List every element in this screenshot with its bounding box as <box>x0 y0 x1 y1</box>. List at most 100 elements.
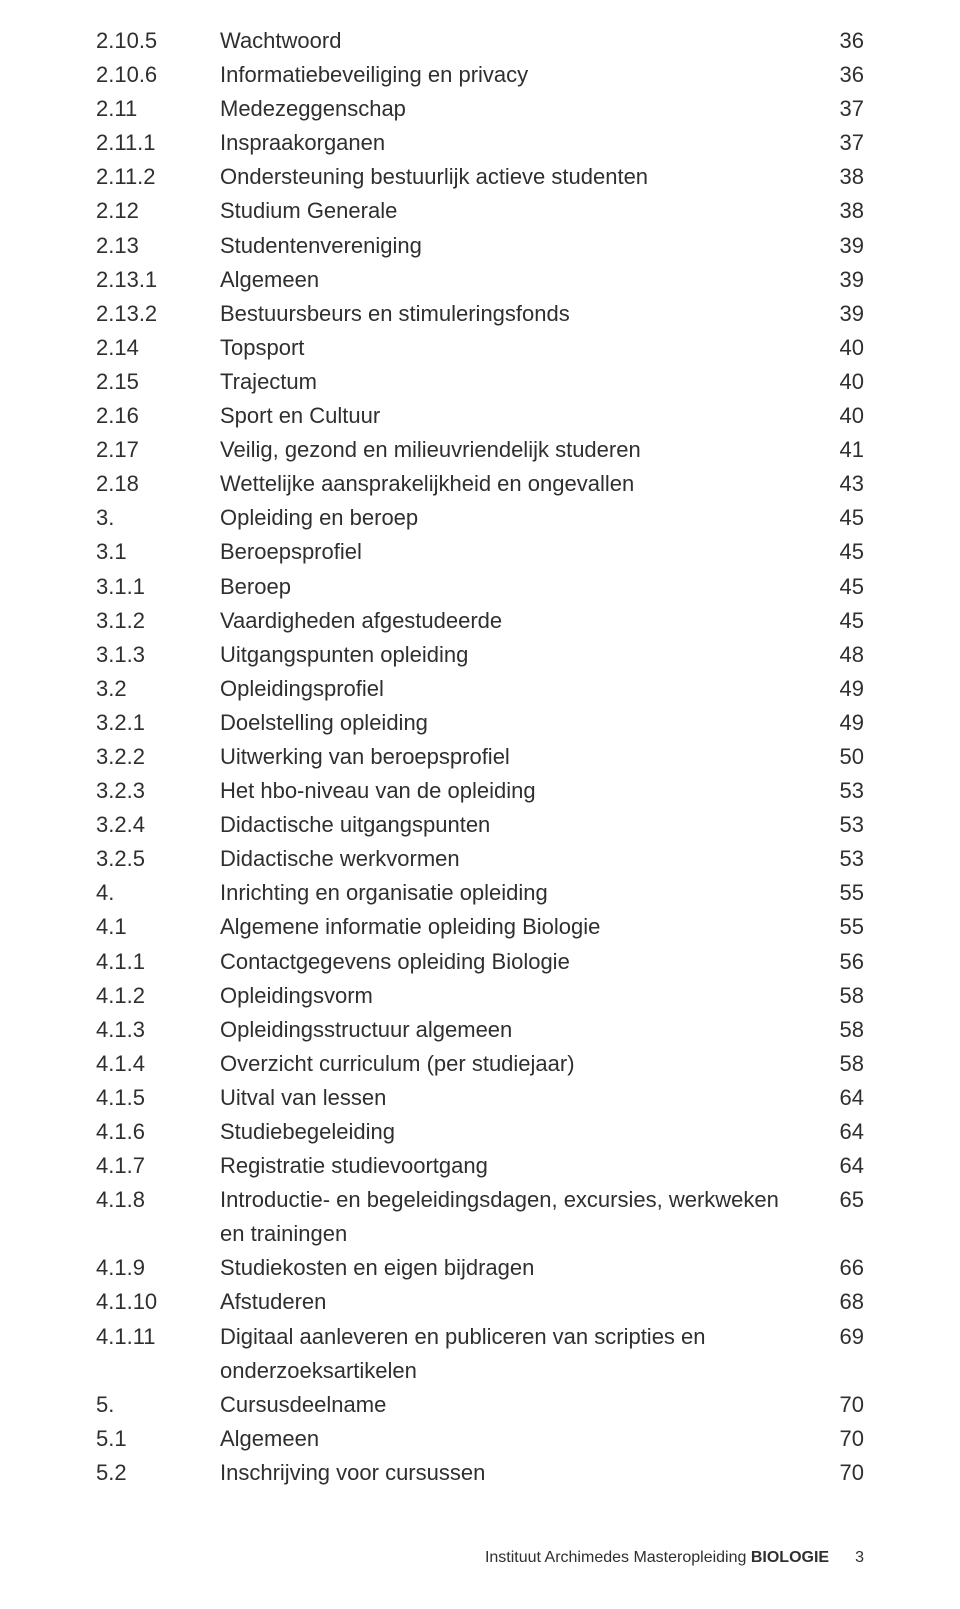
toc-number: 4. <box>96 876 220 910</box>
toc-page: 37 <box>818 126 864 160</box>
toc-number: 4.1.11 <box>96 1320 220 1354</box>
toc-page: 40 <box>818 365 864 399</box>
toc-row: 5.2Inschrijving voor cursussen70 <box>96 1456 864 1490</box>
toc-number: 3.1.1 <box>96 570 220 604</box>
toc-row: 2.11.2Ondersteuning bestuurlijk actieve … <box>96 160 864 194</box>
toc-number: 4.1.8 <box>96 1183 220 1217</box>
toc-page: 66 <box>818 1251 864 1285</box>
toc-row: 3.1.2Vaardigheden afgestudeerde45 <box>96 604 864 638</box>
toc-row: 3.2.2Uitwerking van beroepsprofiel50 <box>96 740 864 774</box>
toc-number: 2.10.6 <box>96 58 220 92</box>
toc-number: 2.16 <box>96 399 220 433</box>
toc-number: 3.2.2 <box>96 740 220 774</box>
toc-number: 5.1 <box>96 1422 220 1456</box>
toc-title: Afstuderen <box>220 1285 818 1319</box>
toc-number: 4.1.3 <box>96 1013 220 1047</box>
toc-number: 2.13.2 <box>96 297 220 331</box>
toc-page: 53 <box>818 808 864 842</box>
toc-title: Studium Generale <box>220 194 818 228</box>
toc-number: 2.17 <box>96 433 220 467</box>
toc-page: 45 <box>818 570 864 604</box>
toc-row: 4.1.11Digitaal aanleveren en publiceren … <box>96 1320 864 1388</box>
toc-title: Introductie- en begeleidingsdagen, excur… <box>220 1183 818 1251</box>
toc-number: 3.1 <box>96 535 220 569</box>
toc-row: 3.1.1Beroep45 <box>96 570 864 604</box>
toc-number: 2.11 <box>96 92 220 126</box>
toc-number: 3.1.2 <box>96 604 220 638</box>
toc-row: 2.14Topsport40 <box>96 331 864 365</box>
toc-page: 70 <box>818 1388 864 1422</box>
toc-page: 64 <box>818 1149 864 1183</box>
toc-page: 53 <box>818 842 864 876</box>
toc-number: 4.1.9 <box>96 1251 220 1285</box>
toc-row: 4.Inrichting en organisatie opleiding55 <box>96 876 864 910</box>
toc-page: 48 <box>818 638 864 672</box>
toc-row: 2.16Sport en Cultuur40 <box>96 399 864 433</box>
toc-title: Studiebegeleiding <box>220 1115 818 1149</box>
toc-row: 4.1.1Contactgegevens opleiding Biologie5… <box>96 945 864 979</box>
toc-row: 5.Cursusdeelname70 <box>96 1388 864 1422</box>
toc-title: Didactische werkvormen <box>220 842 818 876</box>
toc-title: Vaardigheden afgestudeerde <box>220 604 818 638</box>
toc-title: Beroep <box>220 570 818 604</box>
toc-page: 40 <box>818 331 864 365</box>
table-of-contents: 2.10.5Wachtwoord362.10.6Informatiebeveil… <box>96 24 864 1490</box>
toc-page: 55 <box>818 876 864 910</box>
toc-title: Inrichting en organisatie opleiding <box>220 876 818 910</box>
toc-row: 3.1Beroepsprofiel45 <box>96 535 864 569</box>
toc-row: 4.1Algemene informatie opleiding Biologi… <box>96 910 864 944</box>
toc-row: 3.1.3Uitgangspunten opleiding48 <box>96 638 864 672</box>
toc-row: 4.1.4Overzicht curriculum (per studiejaa… <box>96 1047 864 1081</box>
toc-page: 50 <box>818 740 864 774</box>
toc-page: 40 <box>818 399 864 433</box>
toc-page: 38 <box>818 160 864 194</box>
toc-page: 45 <box>818 604 864 638</box>
toc-number: 3.2.5 <box>96 842 220 876</box>
toc-page: 49 <box>818 706 864 740</box>
toc-page: 39 <box>818 229 864 263</box>
toc-number: 2.11.2 <box>96 160 220 194</box>
toc-title: Opleidingsprofiel <box>220 672 818 706</box>
toc-page: 58 <box>818 1013 864 1047</box>
toc-number: 2.12 <box>96 194 220 228</box>
toc-title: Sport en Cultuur <box>220 399 818 433</box>
toc-title: Studentenvereniging <box>220 229 818 263</box>
toc-title: Registratie studievoortgang <box>220 1149 818 1183</box>
toc-title: Beroepsprofiel <box>220 535 818 569</box>
toc-page: 70 <box>818 1456 864 1490</box>
toc-row: 3.2.4Didactische uitgangspunten53 <box>96 808 864 842</box>
toc-page: 36 <box>818 58 864 92</box>
toc-row: 4.1.10 Afstuderen68 <box>96 1285 864 1319</box>
toc-row: 5.1Algemeen70 <box>96 1422 864 1456</box>
toc-page: 37 <box>818 92 864 126</box>
toc-page: 49 <box>818 672 864 706</box>
toc-page: 55 <box>818 910 864 944</box>
toc-title: Uitwerking van beroepsprofiel <box>220 740 818 774</box>
toc-number: 4.1.2 <box>96 979 220 1013</box>
toc-page: 58 <box>818 1047 864 1081</box>
toc-row: 4.1.6Studiebegeleiding64 <box>96 1115 864 1149</box>
toc-title: Opleidingsvorm <box>220 979 818 1013</box>
toc-page: 58 <box>818 979 864 1013</box>
toc-number: 3.2.1 <box>96 706 220 740</box>
toc-row: 4.1.5Uitval van lessen64 <box>96 1081 864 1115</box>
toc-title: Algemene informatie opleiding Biologie <box>220 910 818 944</box>
toc-row: 3.Opleiding en beroep45 <box>96 501 864 535</box>
toc-row: 3.2.3Het hbo-niveau van de opleiding53 <box>96 774 864 808</box>
toc-page: 36 <box>818 24 864 58</box>
toc-page: 39 <box>818 263 864 297</box>
toc-number: 3. <box>96 501 220 535</box>
toc-page: 41 <box>818 433 864 467</box>
toc-page: 64 <box>818 1115 864 1149</box>
toc-row: 3.2.1Doelstelling opleiding49 <box>96 706 864 740</box>
footer-page-number: 3 <box>855 1549 864 1567</box>
toc-row: 2.10.5Wachtwoord36 <box>96 24 864 58</box>
toc-page: 45 <box>818 535 864 569</box>
toc-page: 53 <box>818 774 864 808</box>
toc-row: 3.2Opleidingsprofiel49 <box>96 672 864 706</box>
toc-title: Topsport <box>220 331 818 365</box>
toc-row: 2.15Trajectum40 <box>96 365 864 399</box>
toc-title: Didactische uitgangspunten <box>220 808 818 842</box>
toc-title: Inspraakorganen <box>220 126 818 160</box>
toc-number: 2.14 <box>96 331 220 365</box>
